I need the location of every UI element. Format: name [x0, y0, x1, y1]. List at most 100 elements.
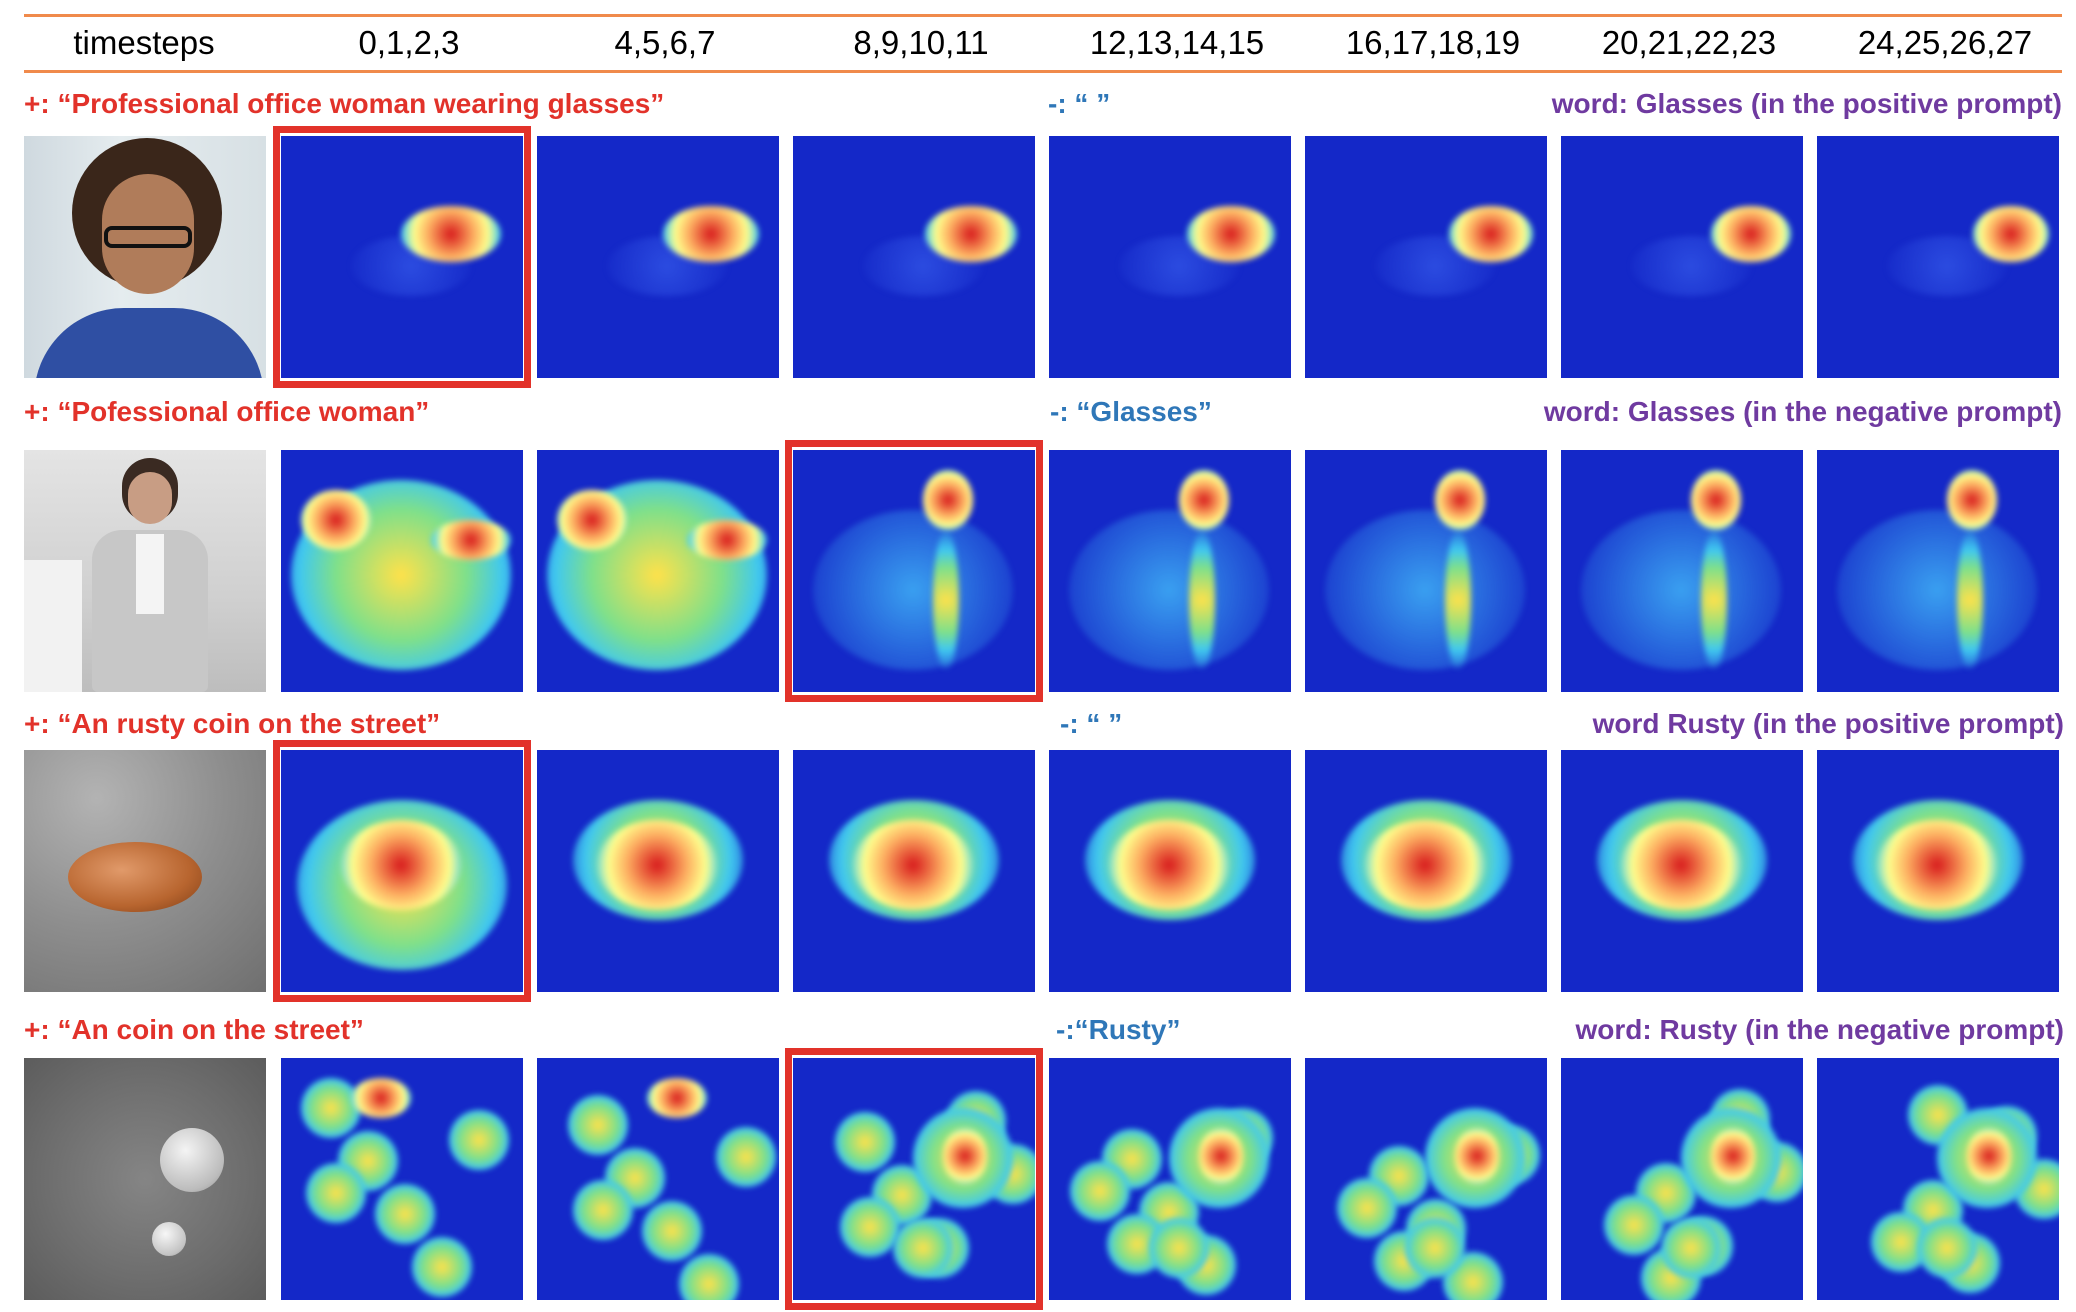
attention-blob: [642, 1201, 702, 1261]
positive-prompt: +: “An coin on the street”: [24, 1014, 364, 1045]
attention-blob: [597, 820, 717, 910]
timestep-header-4: 16,17,18,19: [1345, 24, 1521, 61]
attention-blob: [1837, 510, 2037, 670]
attention-heatmap: [1049, 136, 1291, 378]
attention-blob: [687, 520, 767, 560]
attention-blob: [568, 1095, 628, 1155]
attention-blob: [412, 1237, 472, 1297]
attention-blob: [663, 206, 759, 262]
attention-blob: [943, 1128, 987, 1184]
attention-blob: [1711, 206, 1791, 262]
attention-blob: [1877, 820, 1997, 910]
attention-heatmap: [1817, 750, 2059, 992]
attention-heatmap: [1561, 750, 1803, 992]
attention-blob: [813, 510, 1013, 670]
attention-heatmap: [1817, 450, 2059, 692]
attention-blob: [853, 820, 973, 910]
attention-blob: [431, 520, 511, 560]
attention-blob: [1187, 206, 1275, 262]
attention-blob: [893, 1218, 953, 1278]
positive-prompt: +: “An rusty coin on the street”: [24, 708, 441, 739]
attention-blob: [573, 1180, 633, 1240]
attention-blob: [1947, 470, 1997, 530]
attention-blob: [401, 206, 501, 262]
attention-heatmap: [1049, 750, 1291, 992]
attention-heatmap: [1049, 1058, 1291, 1300]
attention-blob: [1445, 530, 1471, 670]
attention-blob: [1109, 820, 1229, 910]
timestep-header-2: 8,9,10,11: [853, 24, 989, 61]
attention-blob: [923, 470, 973, 530]
attention-blob: [341, 820, 461, 910]
attention-heatmap: [537, 750, 779, 992]
attention-heatmap: [793, 1058, 1035, 1300]
attention-heatmap: [793, 750, 1035, 992]
negative-prompt: -:“Rusty”: [1056, 1014, 1181, 1045]
attention-heatmap: [1305, 1058, 1547, 1300]
attention-blob: [1325, 510, 1525, 670]
highlight-frame: [273, 740, 531, 1002]
highlight-frame: [273, 126, 531, 388]
attention-heatmap: [1305, 450, 1547, 692]
attention-heatmap: [1561, 450, 1803, 692]
generated-image-woman-glasses: [24, 136, 266, 378]
word-label: word: Glasses (in the negative prompt): [1543, 396, 2062, 427]
attention-heatmap: [281, 136, 523, 378]
attention-blob: [1199, 1128, 1243, 1184]
attention-blob: [647, 1078, 707, 1118]
negative-prompt: -: “ ”: [1060, 708, 1123, 739]
attention-blob: [1917, 1218, 1977, 1278]
highlight-frame: [785, 440, 1043, 702]
attention-blob: [1957, 530, 1983, 670]
attention-blob: [351, 1078, 411, 1118]
attention-heatmap: [1817, 1058, 2059, 1300]
attention-heatmap: [281, 450, 523, 692]
top-rule: [24, 14, 2062, 17]
word-label: word Rusty (in the positive prompt): [1592, 708, 2064, 739]
attention-heatmap: [1817, 136, 2059, 378]
attention-heatmap: [1305, 750, 1547, 992]
attention-heatmap: [1305, 136, 1547, 378]
timestep-header-1: 4,5,6,7: [614, 24, 716, 61]
positive-prompt: +: “Pofessional office woman”: [24, 396, 430, 427]
attention-heatmap: [793, 450, 1035, 692]
attention-blob: [835, 1112, 895, 1172]
attention-heatmap: [537, 1058, 779, 1300]
timestep-header-5: 20,21,22,23: [1601, 24, 1777, 61]
attention-heatmap: [281, 750, 523, 992]
attention-heatmap: [1561, 136, 1803, 378]
attention-blob: [1337, 1178, 1397, 1238]
timestep-header-6: 24,25,26,27: [1857, 24, 2033, 61]
attention-blob: [1435, 470, 1485, 530]
attention-heatmap: [1561, 1058, 1803, 1300]
generated-image-coins: [24, 1058, 266, 1300]
header-rule: [24, 70, 2062, 73]
attention-heatmap: [1049, 450, 1291, 692]
attention-blob: [375, 1184, 435, 1244]
negative-prompt: -: “Glasses”: [1050, 396, 1212, 427]
attention-blob: [1621, 820, 1741, 910]
attention-blob: [1365, 820, 1485, 910]
attention-blob: [1973, 206, 2049, 262]
timestep-header-3: 12,13,14,15: [1089, 24, 1265, 61]
attention-blob: [1581, 510, 1781, 670]
attention-blob: [679, 1254, 739, 1300]
attention-heatmap: [537, 136, 779, 378]
attention-heatmap: [793, 136, 1035, 378]
attention-blob: [1455, 1128, 1499, 1184]
attention-blob: [449, 1110, 509, 1170]
generated-image-woman: [24, 450, 266, 692]
attention-blob: [301, 1078, 361, 1138]
attention-blob: [1179, 470, 1229, 530]
timestep-header-0: 0,1,2,3: [358, 24, 460, 61]
attention-blob: [716, 1127, 776, 1187]
attention-blob: [1405, 1218, 1465, 1278]
attention-blob: [1189, 530, 1215, 670]
attention-heatmap: [281, 1058, 523, 1300]
timesteps-label: timesteps: [73, 24, 215, 61]
attention-blob: [1711, 1128, 1755, 1184]
attention-blob: [933, 530, 959, 670]
attention-blob: [557, 490, 627, 550]
highlight-frame: [785, 1048, 1043, 1310]
word-label: word: Glasses (in the positive prompt): [1551, 88, 2062, 119]
